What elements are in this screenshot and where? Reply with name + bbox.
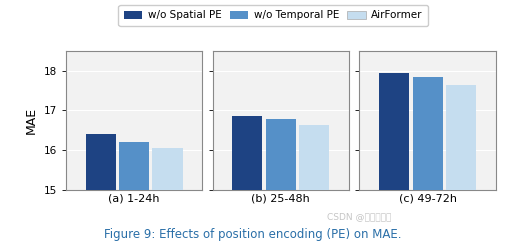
X-axis label: (a) 1-24h: (a) 1-24h [108, 194, 160, 204]
Bar [412, 77, 442, 190]
Y-axis label: MAE: MAE [25, 107, 38, 134]
Text: Figure 9: Effects of position encoding (PE) on MAE.: Figure 9: Effects of position encoding (… [104, 228, 401, 241]
Legend: w/o Spatial PE, w/o Temporal PE, AirFormer: w/o Spatial PE, w/o Temporal PE, AirForm… [118, 5, 427, 26]
Bar [85, 134, 116, 190]
Bar [265, 119, 295, 190]
Bar [298, 125, 329, 190]
X-axis label: (b) 25-48h: (b) 25-48h [251, 194, 310, 204]
Bar [445, 85, 475, 190]
Text: CSDN @柚子味的羊: CSDN @柚子味的羊 [326, 212, 391, 221]
Bar [378, 73, 409, 190]
X-axis label: (c) 49-72h: (c) 49-72h [398, 194, 456, 204]
Bar [232, 116, 262, 190]
Bar [152, 148, 182, 190]
Bar [119, 142, 149, 190]
